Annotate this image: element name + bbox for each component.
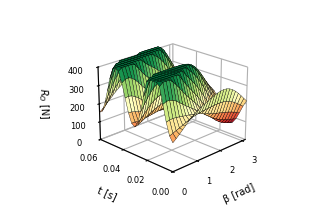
X-axis label: β [rad]: β [rad] [222, 182, 256, 205]
Y-axis label: t [s]: t [s] [96, 185, 118, 202]
